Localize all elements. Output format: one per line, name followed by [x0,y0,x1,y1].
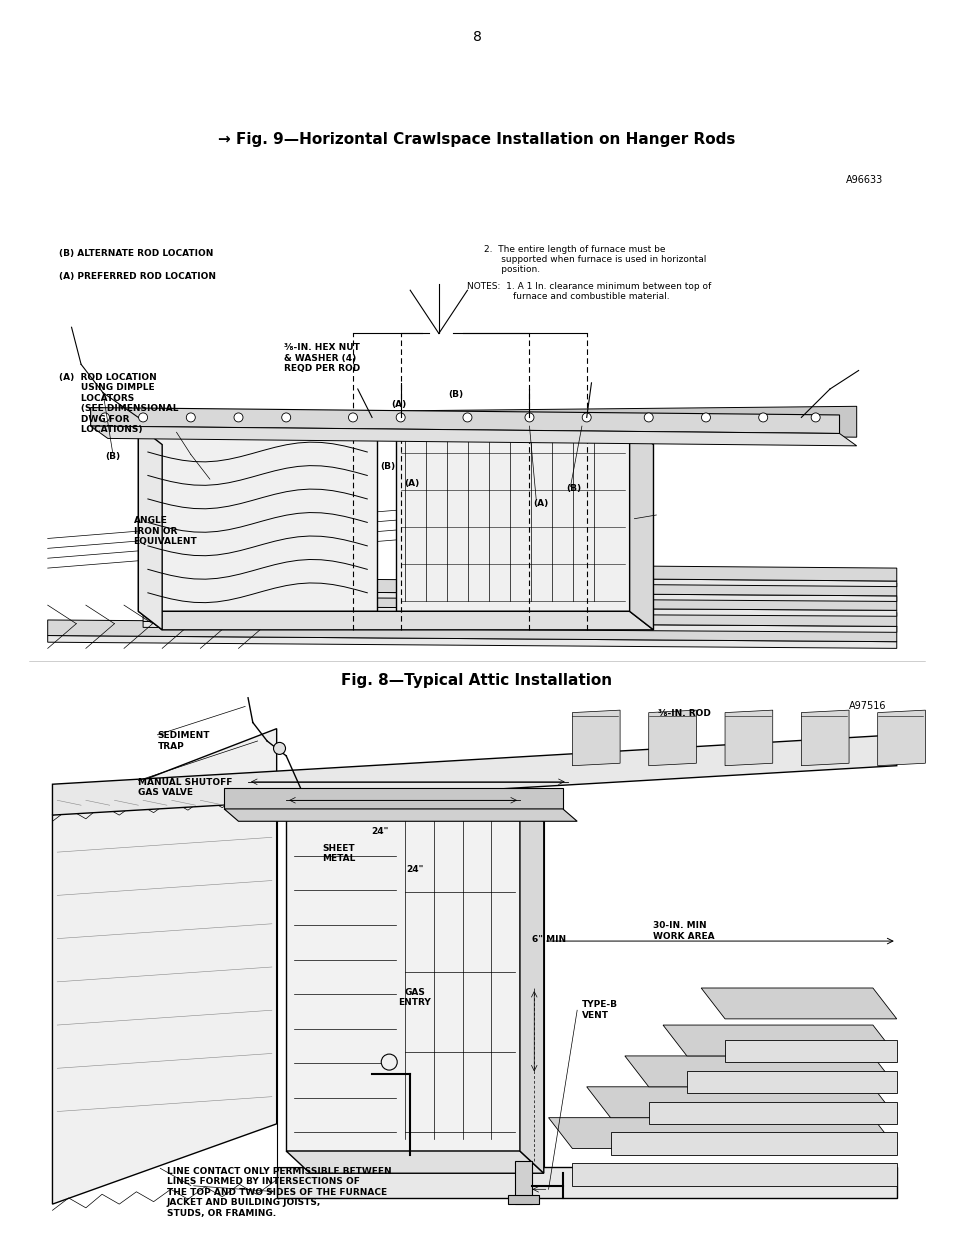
Polygon shape [143,608,896,626]
Circle shape [462,412,472,422]
Polygon shape [52,735,896,815]
Polygon shape [143,621,896,632]
Text: A97516: A97516 [848,701,885,711]
Polygon shape [286,1151,543,1173]
Text: (A) PREFERRED ROD LOCATION: (A) PREFERRED ROD LOCATION [59,272,216,280]
Polygon shape [648,1102,896,1124]
Polygon shape [286,809,519,1151]
Polygon shape [138,426,376,611]
Polygon shape [515,1161,532,1204]
Polygon shape [334,593,896,601]
Text: 6" MIN: 6" MIN [532,935,566,944]
Polygon shape [586,1087,896,1118]
Polygon shape [877,710,924,766]
Polygon shape [276,790,543,1167]
Polygon shape [572,1163,896,1186]
Text: (A): (A) [391,400,406,409]
Text: 2.  The entire length of furnace must be
      supported when furnace is used in: 2. The entire length of furnace must be … [483,245,705,274]
Text: 24": 24" [406,864,423,873]
Polygon shape [724,1040,896,1062]
Polygon shape [519,809,543,1173]
Text: 30-IN. MIN
WORK AREA: 30-IN. MIN WORK AREA [653,921,715,941]
Circle shape [810,412,820,422]
Circle shape [281,412,291,422]
Circle shape [100,412,110,422]
Text: (B): (B) [105,452,120,461]
Polygon shape [48,636,896,648]
Text: (A): (A) [533,499,548,508]
Text: SEDIMENT
TRAP: SEDIMENT TRAP [157,731,210,751]
Polygon shape [629,426,653,630]
Circle shape [274,742,285,755]
Polygon shape [429,578,896,587]
Polygon shape [138,611,653,630]
Text: NOTES:  1. A 1 In. clearance minimum between top of
                furnace and : NOTES: 1. A 1 In. clearance minimum betw… [467,282,711,301]
Polygon shape [662,1025,896,1056]
Polygon shape [224,809,577,821]
Text: (B) ALTERNATE ROD LOCATION: (B) ALTERNATE ROD LOCATION [59,249,213,258]
Polygon shape [624,1056,896,1087]
Polygon shape [224,788,562,809]
Polygon shape [648,710,696,766]
Polygon shape [108,406,856,437]
Circle shape [643,412,653,422]
Polygon shape [686,1071,896,1093]
Text: SHEET
METAL: SHEET METAL [322,844,355,863]
Text: (A)  ROD LOCATION
       USING DIMPLE
       LOCATORS
       (SEE DIMENSIONAL
  : (A) ROD LOCATION USING DIMPLE LOCATORS (… [59,373,178,433]
Circle shape [233,412,243,422]
Circle shape [381,1055,396,1070]
Text: (B): (B) [566,484,581,493]
Text: ANGLE
IRON OR
EQUIVALENT: ANGLE IRON OR EQUIVALENT [133,516,197,546]
Circle shape [348,412,357,422]
Polygon shape [52,729,276,1204]
Circle shape [138,412,148,422]
Polygon shape [238,606,896,616]
Polygon shape [276,1167,896,1198]
Polygon shape [700,988,896,1019]
Text: GAS
ENTRY: GAS ENTRY [398,988,431,1008]
Polygon shape [610,1132,896,1155]
Text: A96633: A96633 [845,175,882,185]
Polygon shape [91,408,839,433]
Text: 24": 24" [371,827,388,836]
Polygon shape [48,620,896,642]
Circle shape [700,412,710,422]
Polygon shape [508,1195,538,1204]
Circle shape [395,412,405,422]
Text: (A): (A) [404,479,419,488]
Circle shape [524,412,534,422]
Polygon shape [572,710,619,766]
Polygon shape [138,426,162,630]
Text: (B): (B) [379,462,395,471]
Text: (B): (B) [448,390,463,399]
Text: MANUAL SHUTOFF
GAS VALVE: MANUAL SHUTOFF GAS VALVE [138,778,233,798]
Text: 8: 8 [472,30,481,43]
Text: LINE CONTACT ONLY PERMISSIBLE BETWEEN
LINES FORMED BY INTERSECTIONS OF
THE TOP A: LINE CONTACT ONLY PERMISSIBLE BETWEEN LI… [167,1167,391,1218]
Polygon shape [548,1118,896,1149]
Circle shape [758,412,767,422]
Text: Fig. 8—Typical Attic Installation: Fig. 8—Typical Attic Installation [341,673,612,688]
Text: ³⁄₈-IN. ROD: ³⁄₈-IN. ROD [658,709,710,718]
Circle shape [186,412,195,422]
Polygon shape [801,710,848,766]
Polygon shape [334,579,896,597]
Polygon shape [724,710,772,766]
Polygon shape [91,426,856,446]
Circle shape [581,412,591,422]
Text: TYPE-B
VENT: TYPE-B VENT [581,1000,618,1020]
Text: ³⁄₈-IN. HEX NUT
& WASHER (4)
REQD PER ROD: ³⁄₈-IN. HEX NUT & WASHER (4) REQD PER RO… [284,343,360,373]
Polygon shape [238,593,896,610]
Polygon shape [429,564,896,582]
Polygon shape [395,426,629,611]
Text: → Fig. 9—Horizontal Crawlspace Installation on Hanger Rods: → Fig. 9—Horizontal Crawlspace Installat… [218,132,735,147]
